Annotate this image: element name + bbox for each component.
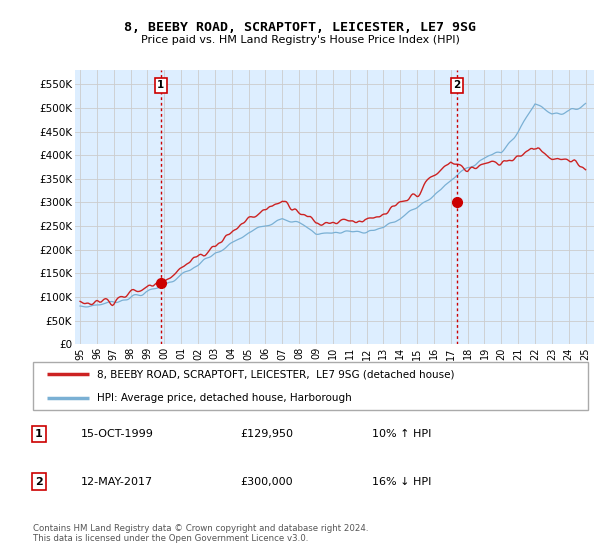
Text: Price paid vs. HM Land Registry's House Price Index (HPI): Price paid vs. HM Land Registry's House … bbox=[140, 35, 460, 45]
Text: £129,950: £129,950 bbox=[240, 429, 293, 439]
Text: 2: 2 bbox=[35, 477, 43, 487]
Text: 15-OCT-1999: 15-OCT-1999 bbox=[81, 429, 154, 439]
Text: 8, BEEBY ROAD, SCRAPTOFT, LEICESTER,  LE7 9SG (detached house): 8, BEEBY ROAD, SCRAPTOFT, LEICESTER, LE7… bbox=[97, 369, 454, 379]
Text: 8, BEEBY ROAD, SCRAPTOFT, LEICESTER, LE7 9SG: 8, BEEBY ROAD, SCRAPTOFT, LEICESTER, LE7… bbox=[124, 21, 476, 34]
Text: Contains HM Land Registry data © Crown copyright and database right 2024.
This d: Contains HM Land Registry data © Crown c… bbox=[33, 524, 368, 543]
Text: 2: 2 bbox=[453, 80, 460, 90]
Text: 16% ↓ HPI: 16% ↓ HPI bbox=[372, 477, 431, 487]
Text: 10% ↑ HPI: 10% ↑ HPI bbox=[372, 429, 431, 439]
Text: 1: 1 bbox=[157, 80, 164, 90]
FancyBboxPatch shape bbox=[33, 362, 588, 410]
Text: 1: 1 bbox=[35, 429, 43, 439]
Text: £300,000: £300,000 bbox=[240, 477, 293, 487]
Text: 12-MAY-2017: 12-MAY-2017 bbox=[81, 477, 153, 487]
Text: HPI: Average price, detached house, Harborough: HPI: Average price, detached house, Harb… bbox=[97, 393, 352, 403]
